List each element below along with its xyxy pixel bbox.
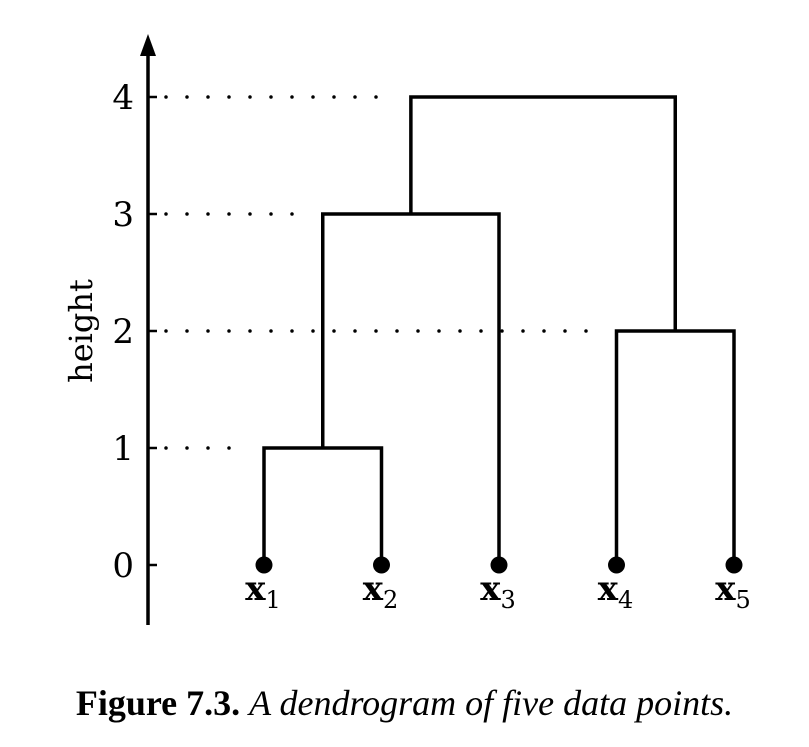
y-tick-label-3: 3 [112,195,134,235]
y-tick-label-0: 0 [112,546,134,586]
leaf-point-4 [608,556,625,574]
y-tick-label-4: 4 [112,78,134,118]
leaf-point-1 [255,556,273,574]
merge-link-3 [321,212,501,565]
y-axis-label: height [62,279,100,383]
y-axis-arrow-icon [140,34,156,56]
merge-link-2 [614,329,736,565]
leaf-label-2: x2 [363,569,399,614]
leaf-label-4: x4 [598,569,634,614]
merge-link-1 [262,446,384,565]
y-tick-label-2: 2 [112,312,134,352]
leaf-label-5: x5 [715,569,751,614]
leaf-point-5 [725,556,743,574]
dendrogram-chart: 0 1 2 3 4 height x1 x2 x3 x4 x5 [62,34,751,625]
caption-label: Figure 7.3. [75,683,241,723]
y-tick-label-1: 1 [112,429,134,469]
leaf-point-2 [373,556,390,574]
merge-link-4 [409,95,677,331]
leaf-label-1: x1 [245,569,281,614]
caption-text: A dendrogram of five data points. [249,683,734,723]
figure-caption: Figure 7.3. A dendrogram of five data po… [0,682,809,724]
leaf-label-3: x3 [480,569,516,614]
leaf-point-3 [490,556,508,574]
